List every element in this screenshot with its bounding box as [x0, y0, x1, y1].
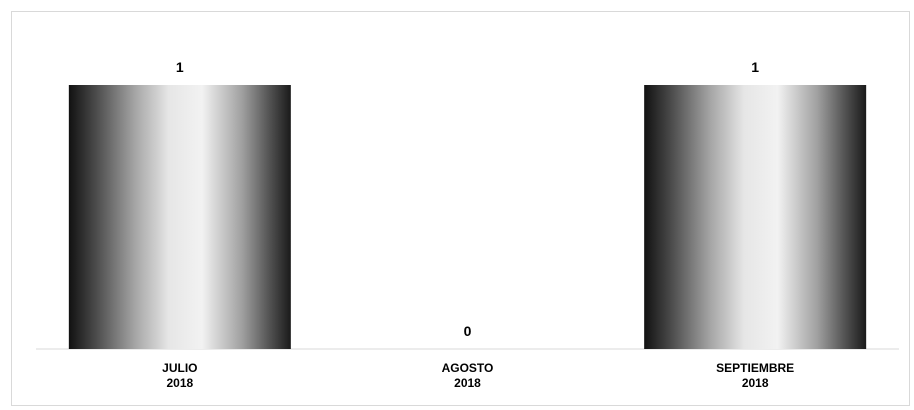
data-label-1: 0: [464, 323, 472, 339]
x-tick-label-2-line-1: 2018: [742, 376, 769, 390]
data-label-2: 1: [751, 59, 759, 75]
x-tick-label-1-line-1: 2018: [454, 376, 481, 390]
data-label-0: 1: [176, 59, 184, 75]
bar-2: [644, 85, 867, 349]
x-tick-label-1-line-0: AGOSTO: [442, 361, 494, 375]
x-tick-label-2-line-0: SEPTIEMBRE: [716, 361, 794, 375]
bar-0: [68, 85, 291, 349]
x-tick-label-0-line-1: 2018: [166, 376, 193, 390]
x-tick-label-0-line-0: JULIO: [162, 361, 197, 375]
